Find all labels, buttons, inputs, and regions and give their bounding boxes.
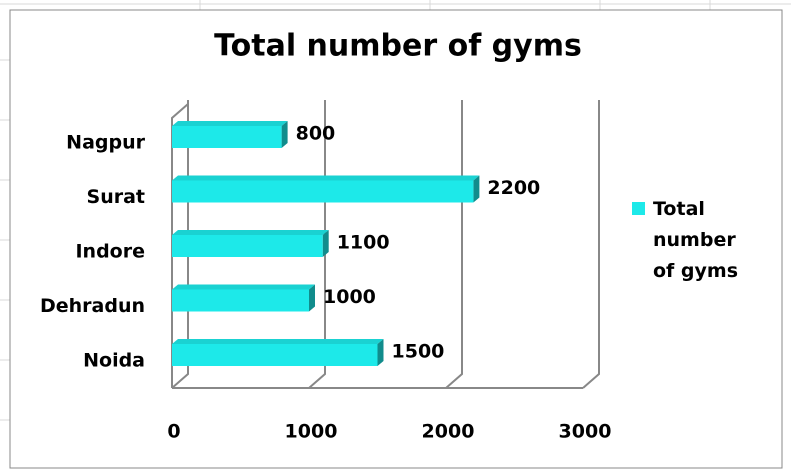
x-tick-label: 1000	[285, 421, 338, 443]
bar	[172, 289, 309, 312]
bar-top	[172, 175, 480, 181]
x-tick-label: 0	[167, 421, 180, 443]
bar-side	[322, 230, 329, 257]
y-tick-label: Surat	[87, 186, 145, 208]
bar-top	[172, 339, 384, 344]
y-tick-label: Nagpur	[66, 132, 145, 154]
chart-frame	[9, 9, 783, 469]
bar	[172, 180, 474, 203]
legend-label: Total number of gyms	[653, 198, 739, 282]
y-tick-label: Dehradun	[40, 295, 145, 317]
bar-side	[309, 284, 315, 312]
bar-top	[172, 230, 329, 235]
bar-side	[377, 339, 384, 366]
bar-top	[172, 284, 315, 290]
bar	[172, 126, 282, 148]
x-tick-label: 3000	[559, 421, 612, 443]
legend: Total number of gyms	[632, 194, 762, 287]
sheet-grid	[0, 0, 791, 421]
bar-side	[473, 175, 480, 203]
data-label: 1100	[337, 232, 390, 254]
legend-swatch	[632, 202, 645, 215]
data-label: 800	[296, 123, 336, 145]
x-tick-label: 2000	[422, 421, 475, 443]
y-tick-label: Indore	[75, 241, 145, 263]
data-label: 1000	[323, 286, 376, 308]
bar-top	[172, 121, 288, 126]
bar	[172, 344, 378, 366]
bar-side	[281, 121, 288, 148]
y-tick-label: Noida	[83, 350, 145, 372]
data-label: 1500	[392, 341, 445, 363]
bar	[172, 235, 323, 257]
grid-line	[582, 100, 600, 389]
data-label: 2200	[487, 177, 540, 199]
chart-title: Total number of gyms	[214, 29, 582, 64]
